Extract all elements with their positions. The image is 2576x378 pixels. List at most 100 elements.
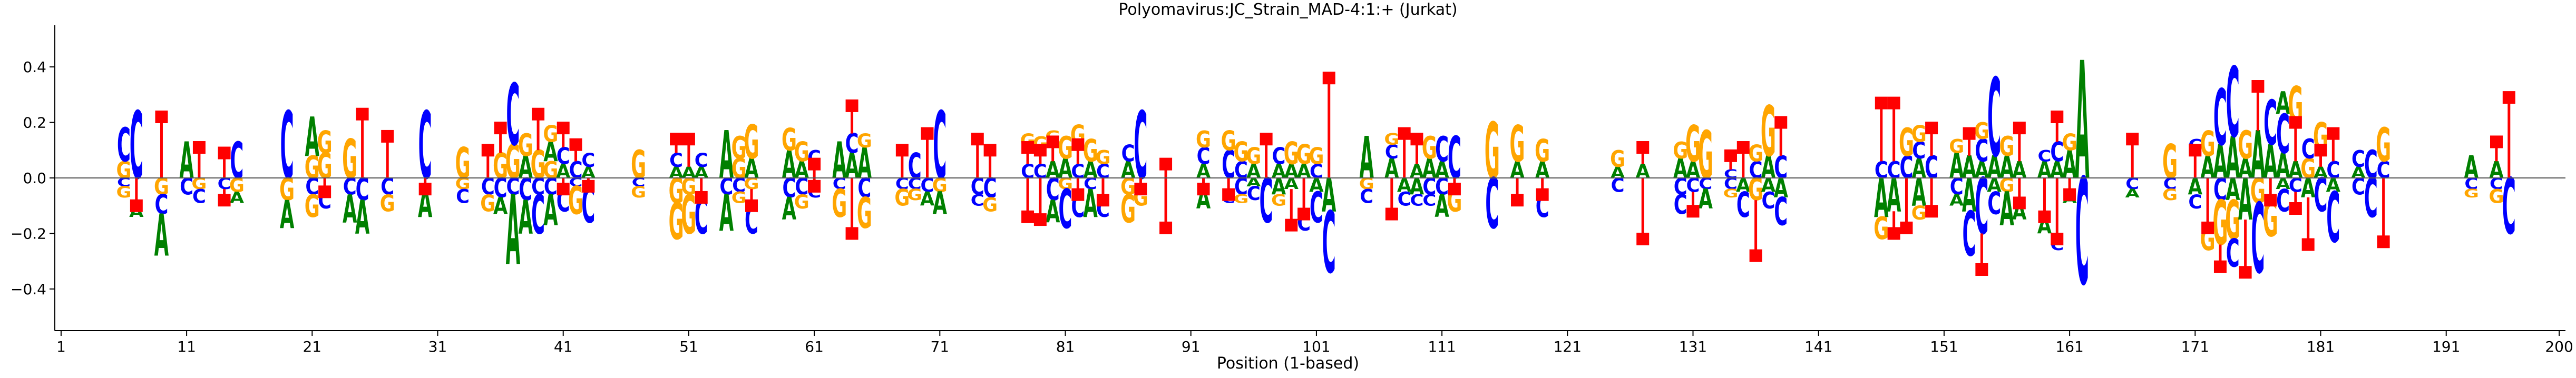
logo-stem-pos-182-up-1 (2327, 127, 2340, 162)
logo-letter-pos-193-up-0: A (2464, 150, 2479, 186)
logo-letter-pos-146-down-1: G (1874, 211, 1889, 247)
logo-letter-pos-98-up-1: C (1272, 143, 1285, 170)
logo-letter-pos-24-up-0: G (342, 128, 357, 191)
logo-letter-pos-153-up-0: A (1962, 150, 1977, 186)
logo-letter-pos-6-up-1: C (117, 118, 131, 172)
logo-letter-pos-135-down-1: C (1736, 185, 1750, 225)
logo-letter-pos-81-up-1: G (1058, 131, 1073, 166)
logo-letter-pos-147-up-0: C (1887, 157, 1901, 184)
y-tick-label: 0.0 (23, 170, 46, 187)
logo-letter-pos-69-up-0: C (908, 146, 922, 186)
logo-letter-pos-179-up-0: A (2288, 157, 2302, 184)
logo-letter-pos-59-down-1: A (782, 192, 797, 227)
logo-letter-pos-186-up-1: G (2376, 118, 2391, 172)
logo-letter-pos-96-down-1: C (1247, 183, 1261, 205)
logo-letter-pos-174-down-1: G (2225, 190, 2240, 252)
logo-stem-pos-109-up-1 (1410, 133, 1423, 164)
x-tick-label: 131 (1679, 338, 1707, 355)
logo-letter-pos-21-up-1: A (305, 106, 319, 169)
logo-letter-pos-185-up-0: C (2364, 142, 2378, 187)
logo-letter-pos-111-up-1: C (1435, 130, 1449, 170)
logo-letter-pos-153-down-0: A (1962, 168, 1976, 222)
logo-letter-pos-95-down-1: G (1233, 192, 1248, 205)
logo-stem-pos-84-down-0 (1096, 178, 1109, 207)
logo-letter-pos-83-up-1: G (1083, 133, 1098, 169)
logo-letter-pos-24-down-1: A (343, 187, 357, 232)
logo-letter-pos-81-down-1: C (1059, 178, 1072, 241)
logo-letter-pos-40-up-1: A (543, 137, 558, 168)
logo-glyphs: GCCGCAGCAACGCCCGACGAGACGGGCGCACACGCAGGCC… (116, 28, 2516, 319)
logo-stem-pos-195-up-1 (2490, 135, 2503, 162)
logo-stem-pos-9-up-0 (155, 111, 168, 178)
logo-stem-pos-14-down-1 (218, 189, 231, 207)
logo-letter-pos-178-up-2: A (2276, 86, 2290, 122)
logo-letter-pos-65-up-0: A (857, 138, 872, 188)
logo-letter-pos-47-up-0: G (631, 142, 646, 187)
logo-letter-pos-40-up-0: G (543, 157, 558, 184)
logo-letter-pos-33-down-1: C (456, 186, 470, 208)
x-tick-label: 151 (1930, 338, 1958, 355)
logo-letter-pos-50-up-1: C (669, 150, 683, 172)
logo-letter-pos-178-down-1: C (2276, 183, 2290, 219)
logo-letter-pos-69-down-1: G (907, 186, 922, 204)
logo-stem-pos-39-up-1 (532, 107, 545, 151)
logo-stem-pos-100-down-0 (1297, 178, 1311, 221)
logo-stem-pos-157-up-1 (2013, 122, 2026, 162)
logo-letter-pos-173-up-0: A (2213, 135, 2227, 189)
logo-letter-pos-149-up-0: A (1912, 153, 1926, 184)
logo-letter-pos-92-up-2: G (1196, 126, 1211, 153)
logo-letter-pos-162-down-0: C (2075, 147, 2089, 318)
logo-stem-pos-7-down-0 (130, 178, 143, 212)
logo-letter-pos-54-up-0: A (719, 117, 734, 194)
logo-letter-pos-153-down-1: C (1963, 200, 1976, 271)
logo-stem-pos-112-down-0 (1448, 178, 1461, 196)
x-tick-label: 121 (1554, 338, 1582, 355)
logo-letter-pos-71-up-0: C (933, 92, 947, 200)
logo-letter-pos-184-up-0: A (2351, 164, 2365, 182)
logo-stem-pos-89-down-0 (1159, 178, 1173, 234)
logo-letter-pos-132-down-1: A (1699, 184, 1713, 215)
logo-letter-pos-98-up-0: A (1272, 161, 1286, 183)
logo-letter-pos-152-down-1: A (1949, 192, 1964, 210)
logo-stem-pos-14-up-0 (218, 146, 231, 178)
logo-letter-pos-47-down-1: G (631, 183, 646, 201)
logo-stem-pos-75-up-0 (983, 144, 997, 178)
logo-letter-pos-101-down-1: C (1310, 183, 1323, 233)
logo-letter-pos-75-down-1: G (982, 194, 998, 216)
logo-stem-pos-146-up-1 (1875, 96, 1888, 162)
logo-letter-pos-15-up-0: C (230, 131, 243, 190)
logo-stem-pos-82-up-1 (1071, 138, 1085, 164)
logo-letter-pos-35-down-1: G (480, 191, 495, 217)
logo-stem-pos-159-down-0 (2038, 178, 2051, 223)
logo-letter-pos-60-down-1: G (794, 191, 809, 213)
logo-letter-pos-59-up-0: A (782, 142, 797, 187)
logo-stem-pos-35-up-0 (481, 144, 494, 178)
logo-letter-pos-137-up-0: A (1761, 150, 1776, 186)
logo-letter-pos-95-up-1: G (1233, 137, 1248, 168)
logo-letter-pos-152-up-1: G (1949, 136, 1964, 158)
logo-letter-pos-15-down-1: A (230, 188, 244, 206)
y-tick-label: −0.4 (11, 281, 46, 298)
logo-letter-pos-54-down-1: A (719, 184, 734, 242)
logo-stem-pos-176-up-1 (2251, 80, 2265, 131)
logo-stem-pos-78-down-0 (1021, 178, 1035, 223)
logo-letter-pos-107-up-1: C (1385, 142, 1399, 164)
logo-letter-pos-41-up-1: C (557, 143, 570, 170)
x-tick-label: 41 (554, 338, 573, 355)
logo-stem-pos-160-up-2 (2051, 111, 2064, 142)
logo-stem-pos-80-up-1 (1046, 135, 1059, 162)
x-tick-label: 71 (930, 338, 949, 355)
logo-stem-pos-92-down-0 (1197, 178, 1210, 196)
logo-letter-pos-83-down-1: A (1083, 181, 1098, 226)
logo-stem-pos-186-down-0 (2377, 178, 2390, 248)
logo-letter-pos-155-up-1: C (1987, 55, 2001, 182)
logo-letter-pos-50-down-1: G (669, 192, 684, 251)
logo-letter-pos-156-up-0: A (1999, 150, 2014, 186)
logo-letter-pos-175-up-0: A (2238, 153, 2252, 184)
logo-letter-pos-181-down-0: C (2314, 168, 2328, 222)
x-tick-label: 111 (1428, 338, 1456, 355)
logo-stem-pos-175-down-1 (2239, 220, 2252, 279)
logo-letter-pos-111-up-0: A (1435, 157, 1449, 184)
logo-letter-pos-27-down-1: G (380, 191, 395, 217)
logo-letter-pos-42-down-1: G (568, 178, 583, 223)
